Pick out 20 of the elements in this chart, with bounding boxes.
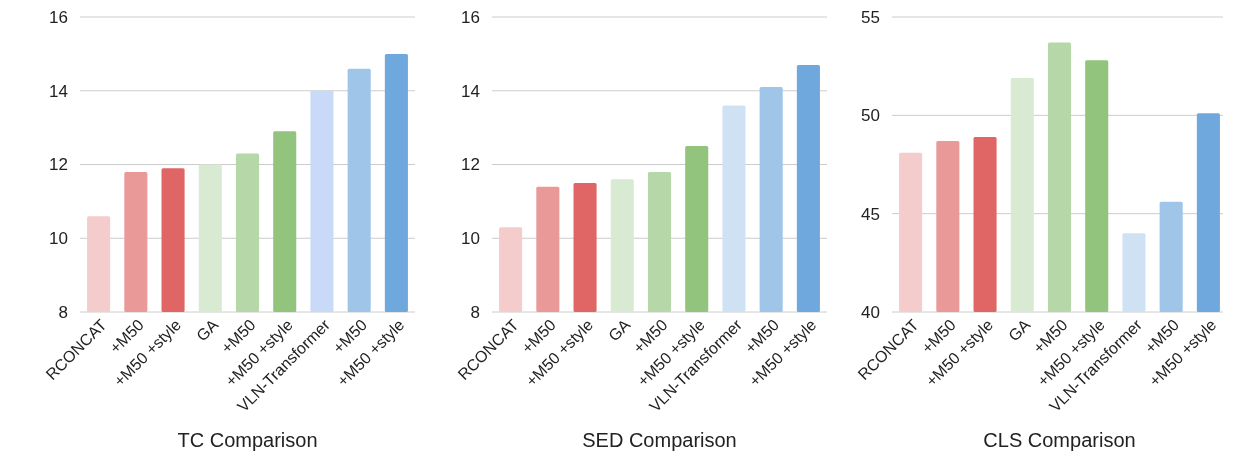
y-tick-label: 16 [461,7,480,27]
y-tick-label: 50 [861,106,880,126]
y-tick-label: 8 [470,302,480,322]
y-tick-label: 10 [461,229,480,249]
y-tick-label: 14 [49,81,68,101]
y-tick-label: 10 [49,229,68,249]
y-tick-label: 40 [861,302,880,322]
x-axis-title: CLS Comparison [983,429,1136,451]
y-tick-label: 8 [58,302,68,322]
y-tick-label: 45 [861,204,880,224]
y-tick-label: 16 [49,7,68,27]
y-tick-label: 12 [49,155,68,175]
y-tick-label: 14 [461,81,480,101]
y-tick-label: 12 [461,155,480,175]
x-axis-title: SED Comparison [582,429,737,451]
x-tick-label: GA [604,315,634,345]
x-axis-title: TC Comparison [177,429,318,451]
x-tick-label: GA [192,315,222,345]
y-tick-label: 55 [861,7,880,27]
x-tick-label: GA [1004,315,1034,345]
